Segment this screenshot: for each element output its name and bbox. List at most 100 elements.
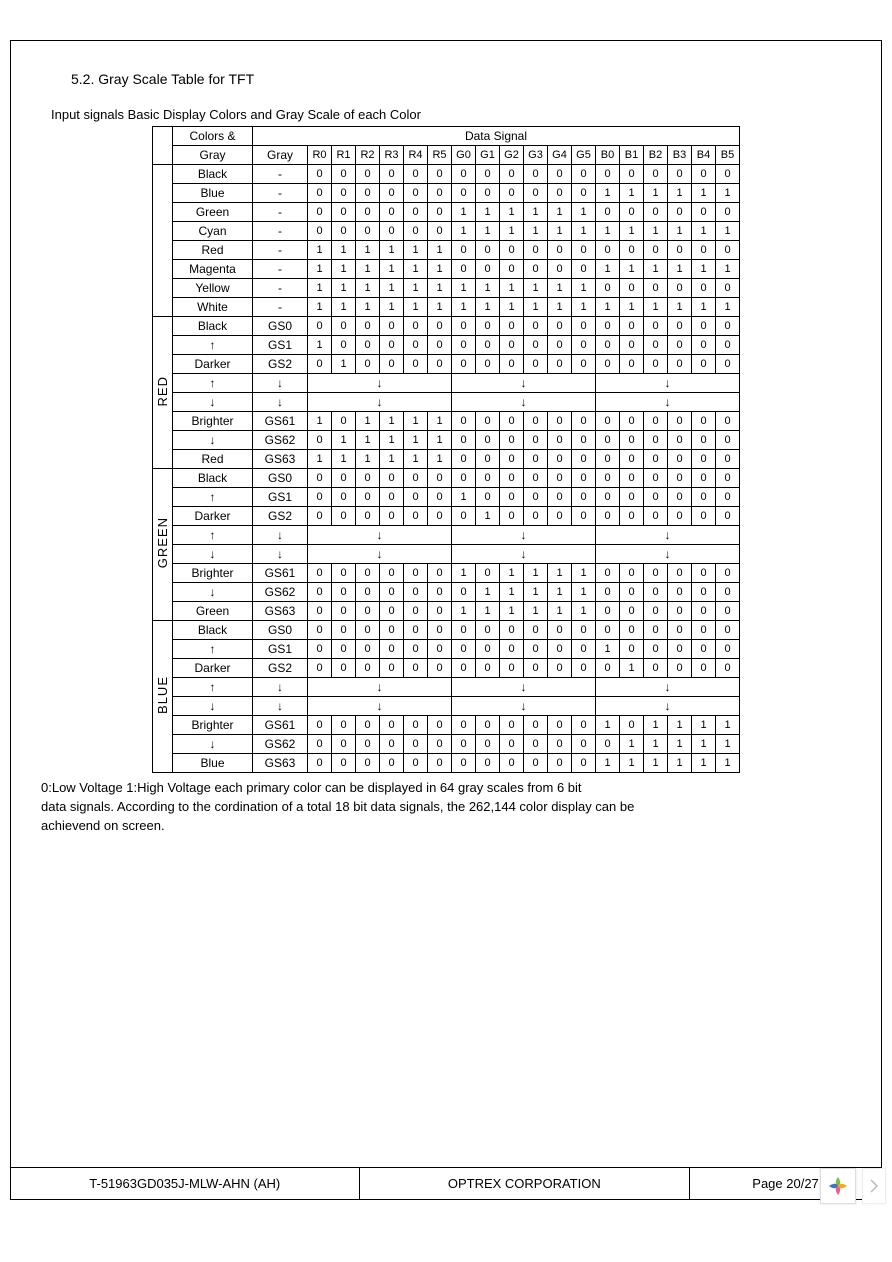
group-label: GREEN — [153, 469, 173, 621]
bit-cell: 0 — [692, 431, 716, 450]
bit-cell: 1 — [428, 412, 452, 431]
bit-cell: 0 — [428, 640, 452, 659]
bit-cell: 1 — [524, 279, 548, 298]
row-gray: GS0 — [253, 317, 308, 336]
gray-value: - — [253, 241, 308, 260]
header-gray-right: Gray — [253, 146, 308, 165]
header-bit: G1 — [476, 146, 500, 165]
row-gray: GS61 — [253, 716, 308, 735]
bit-cell: 0 — [644, 203, 668, 222]
bit-cell: 0 — [452, 317, 476, 336]
bit-cell: 1 — [668, 716, 692, 735]
bit-cell: 0 — [548, 659, 572, 678]
bit-cell: 0 — [452, 735, 476, 754]
bit-cell: 1 — [452, 203, 476, 222]
bit-cell: 0 — [500, 184, 524, 203]
header-data-signal: Data Signal — [253, 127, 740, 146]
bit-cell: 0 — [308, 203, 332, 222]
bit-cell: 1 — [596, 298, 620, 317]
bit-cell: 0 — [500, 450, 524, 469]
bit-cell: 0 — [596, 621, 620, 640]
bit-cell: 1 — [524, 222, 548, 241]
chevron-right-icon[interactable] — [862, 1168, 886, 1204]
arrow-cell: ↓ — [596, 393, 740, 412]
bit-cell: 0 — [596, 583, 620, 602]
bit-cell: 0 — [356, 488, 380, 507]
bit-cell: 0 — [380, 621, 404, 640]
row-name: Darker — [173, 659, 253, 678]
bit-cell: 0 — [716, 203, 740, 222]
bit-cell: 0 — [524, 621, 548, 640]
gray-value: - — [253, 260, 308, 279]
bit-cell: 0 — [548, 241, 572, 260]
bit-cell: 0 — [620, 488, 644, 507]
bit-cell: 0 — [620, 241, 644, 260]
bit-cell: 1 — [404, 241, 428, 260]
bit-cell: 0 — [452, 583, 476, 602]
gray-scale-table: Colors &Data SignalGrayGrayR0R1R2R3R4R5G… — [152, 126, 740, 773]
bit-cell: 0 — [716, 469, 740, 488]
bit-cell: 0 — [644, 621, 668, 640]
bit-cell: 0 — [308, 716, 332, 735]
bit-cell: 0 — [500, 260, 524, 279]
arrow-cell: ↓ — [308, 526, 452, 545]
bit-cell: 0 — [380, 602, 404, 621]
bit-cell: 0 — [476, 621, 500, 640]
note-line-2: data signals. According to the cordinati… — [41, 799, 634, 814]
bit-cell: 1 — [308, 279, 332, 298]
bit-cell: 0 — [572, 336, 596, 355]
bit-cell: 0 — [356, 469, 380, 488]
bit-cell: 0 — [380, 488, 404, 507]
bit-cell: 0 — [428, 203, 452, 222]
bit-cell: 0 — [308, 602, 332, 621]
header-bit: B0 — [596, 146, 620, 165]
bit-cell: 0 — [476, 716, 500, 735]
bit-cell: 0 — [548, 754, 572, 773]
bit-cell: 0 — [644, 241, 668, 260]
bit-cell: 0 — [524, 184, 548, 203]
bit-cell: 1 — [452, 222, 476, 241]
bit-cell: 1 — [332, 355, 356, 374]
bit-cell: 1 — [404, 450, 428, 469]
bit-cell: 0 — [620, 507, 644, 526]
bit-cell: 0 — [596, 735, 620, 754]
bit-cell: 1 — [620, 298, 644, 317]
row-name: ↑ — [173, 640, 253, 659]
bit-cell: 1 — [716, 735, 740, 754]
bit-cell: 0 — [404, 754, 428, 773]
bit-cell: 1 — [524, 298, 548, 317]
bit-cell: 0 — [332, 165, 356, 184]
logo-icon — [820, 1168, 856, 1204]
bit-cell: 1 — [476, 583, 500, 602]
bit-cell: 0 — [668, 640, 692, 659]
bit-cell: 0 — [428, 317, 452, 336]
bit-cell: 1 — [404, 412, 428, 431]
bit-cell: 1 — [524, 602, 548, 621]
arrow-cell: ↓ — [308, 393, 452, 412]
bit-cell: 0 — [476, 735, 500, 754]
bit-cell: 0 — [332, 336, 356, 355]
bit-cell: 1 — [308, 412, 332, 431]
row-gray: GS62 — [253, 431, 308, 450]
row-name: ↓ — [173, 431, 253, 450]
bit-cell: 1 — [644, 184, 668, 203]
bit-cell: 0 — [668, 450, 692, 469]
arrow-cell: ↓ — [452, 697, 596, 716]
bit-cell: 0 — [428, 735, 452, 754]
bit-cell: 0 — [356, 735, 380, 754]
bit-cell: 0 — [332, 564, 356, 583]
bit-cell: 0 — [404, 184, 428, 203]
bit-cell: 0 — [308, 222, 332, 241]
bit-cell: 0 — [548, 621, 572, 640]
bit-cell: 0 — [572, 507, 596, 526]
row-name: ↓ — [173, 697, 253, 716]
bit-cell: 0 — [572, 488, 596, 507]
gray-value: - — [253, 279, 308, 298]
row-name: ↓ — [173, 545, 253, 564]
bit-cell: 0 — [596, 431, 620, 450]
bit-cell: 0 — [716, 241, 740, 260]
bit-cell: 0 — [596, 412, 620, 431]
bit-cell: 1 — [620, 754, 644, 773]
bit-cell: 0 — [668, 469, 692, 488]
bit-cell: 1 — [452, 298, 476, 317]
